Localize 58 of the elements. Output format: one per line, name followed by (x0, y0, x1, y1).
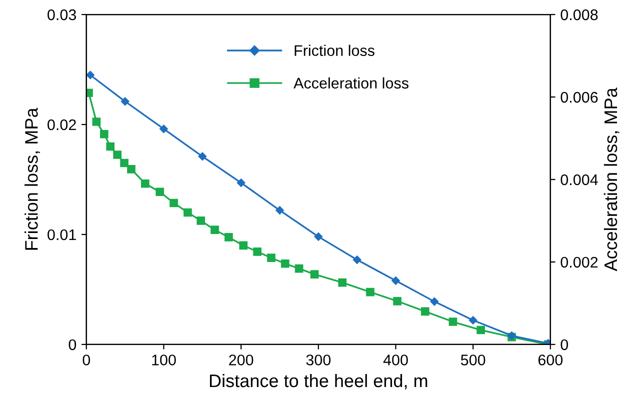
point (392, 276, 400, 285)
x-tick-label: 300 (306, 354, 331, 366)
y2-tick-label: 0.006 (560, 92, 598, 103)
legend-label: Acceleration loss (294, 77, 408, 89)
point (310, 270, 319, 279)
x-tick-label: 100 (152, 354, 176, 366)
y-tick-label: 0.01 (48, 229, 76, 240)
point (236, 178, 246, 187)
point (239, 241, 248, 250)
x-tick-label: 600 (538, 354, 563, 366)
point (198, 152, 207, 161)
point (160, 124, 168, 134)
point (276, 206, 284, 214)
x-tick-label: 400 (383, 354, 408, 366)
point (86, 88, 93, 98)
point (366, 288, 374, 296)
y-tick-label: 0.02 (48, 119, 76, 130)
point (141, 179, 150, 188)
point (92, 118, 101, 126)
y2-tick-label: 0.008 (560, 9, 598, 20)
point (476, 326, 485, 334)
point (448, 318, 458, 326)
x-axis-title: Distance to the heel end, m (210, 374, 428, 390)
y2-tick-label: 0.004 (560, 174, 598, 186)
point (314, 232, 323, 241)
point (100, 130, 108, 138)
point (430, 297, 439, 306)
point (210, 226, 219, 234)
y2-axis-title: Acceleration loss, MPa (604, 88, 620, 272)
point (156, 188, 164, 196)
point (120, 97, 130, 106)
point (393, 296, 402, 306)
legend-label: Friction loss (294, 44, 374, 56)
point (352, 256, 362, 264)
y2-tick-label: 0 (560, 339, 568, 350)
point (170, 198, 178, 208)
point (253, 247, 262, 256)
y-tick-label: 0 (68, 339, 76, 350)
x-tick-label: 0 (82, 354, 90, 366)
point (113, 150, 122, 159)
point (338, 278, 347, 287)
y-axis-title: Friction loss, MPa (24, 108, 40, 250)
point (196, 216, 206, 225)
point (468, 316, 478, 324)
point (184, 208, 192, 217)
y-tick-label: 0.03 (48, 9, 76, 20)
x-tick-label: 500 (460, 354, 486, 366)
point (280, 259, 290, 268)
point (224, 233, 233, 242)
point (294, 264, 304, 273)
point (86, 70, 94, 80)
y2-tick-label: 0.002 (560, 256, 598, 268)
point (127, 165, 136, 174)
point (420, 307, 430, 316)
point (106, 142, 115, 151)
point (120, 158, 128, 168)
x-tick-label: 200 (229, 354, 254, 366)
point (267, 254, 276, 262)
